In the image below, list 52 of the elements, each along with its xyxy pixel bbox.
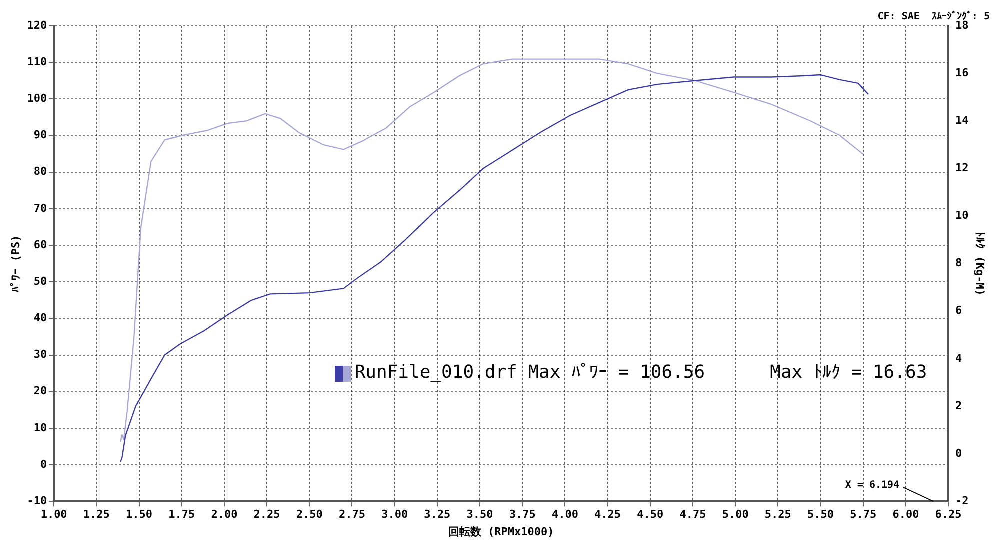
y-tick-label: 110 [27, 55, 48, 68]
x-tick-label: 6.25 [935, 508, 962, 522]
x-tick-label: 1.50 [126, 508, 153, 522]
y-tick-label: -10 [27, 494, 48, 508]
y-tick-label: 40 [34, 312, 48, 325]
y-tick-label: 100 [27, 92, 48, 106]
x-axis-title: 回転数 (RPMx1000) [448, 525, 554, 538]
y-axis-title: ﾊﾟﾜｰ (PS) [9, 235, 22, 292]
x-tick-label: 3.50 [466, 508, 494, 522]
annotation: X = 6.194 [845, 480, 900, 492]
y2-tick-label: 18 [956, 18, 969, 32]
x-tick-label: 2.00 [211, 508, 238, 522]
x-tick-label: 2.75 [338, 508, 366, 522]
x-tick-label: 5.00 [722, 508, 749, 522]
y-tick-label: 30 [34, 348, 48, 362]
x-tick-label: 4.75 [680, 508, 706, 522]
annotation: RunFile_010.drf Max ﾊﾟﾜｰ = 106.56 Max ﾄﾙｸ = 16.63 [354, 362, 928, 384]
x-tick-label: 2.50 [296, 508, 323, 522]
y2-tick-label: 10 [956, 209, 969, 222]
x-tick-label: 1.75 [168, 508, 196, 522]
y-tick-label: 120 [27, 18, 48, 32]
y2-tick-label: 0 [956, 446, 962, 460]
x-tick-label: 1.00 [40, 508, 68, 522]
x-tick-label: 4.00 [552, 508, 578, 522]
y-tick-label: 70 [34, 202, 48, 215]
y-tick-label: 10 [34, 421, 48, 434]
y2-tick-label: 6 [956, 304, 963, 318]
x-tick-label: 6.00 [892, 508, 920, 522]
y-tick-label: 80 [34, 165, 48, 178]
x-tick-label: 3.00 [382, 508, 408, 522]
y-tick-label: 60 [34, 238, 48, 252]
x-tick-label: 5.50 [808, 508, 834, 522]
y2-axis-title: ﾄﾙｸ (Kg-M) [974, 232, 987, 296]
x-tick-label: 5.75 [850, 508, 877, 522]
x-tick-label: 2.25 [254, 508, 280, 522]
y2-tick-label: 12 [956, 162, 969, 175]
x-tick-label: 1.25 [83, 508, 110, 522]
y2-tick-label: 14 [956, 114, 970, 127]
x-tick-label: 5.25 [764, 508, 792, 522]
x-tick-label: 3.75 [509, 508, 536, 522]
y2-tick-label: 2 [956, 399, 962, 412]
y-tick-label: 20 [34, 384, 48, 398]
y-tick-label: 0 [40, 458, 48, 471]
y2-tick-label: 4 [956, 352, 963, 365]
x-tick-label: 3.25 [424, 508, 451, 522]
y-tick-label: 90 [34, 128, 48, 142]
x-tick-label: 4.50 [637, 508, 664, 522]
y2-tick-label: 8 [956, 256, 962, 270]
x-tick-label: 4.25 [594, 508, 622, 522]
y-tick-label: 50 [34, 274, 48, 288]
y2-tick-label: -2 [956, 494, 969, 508]
y2-tick-label: 16 [956, 66, 970, 80]
